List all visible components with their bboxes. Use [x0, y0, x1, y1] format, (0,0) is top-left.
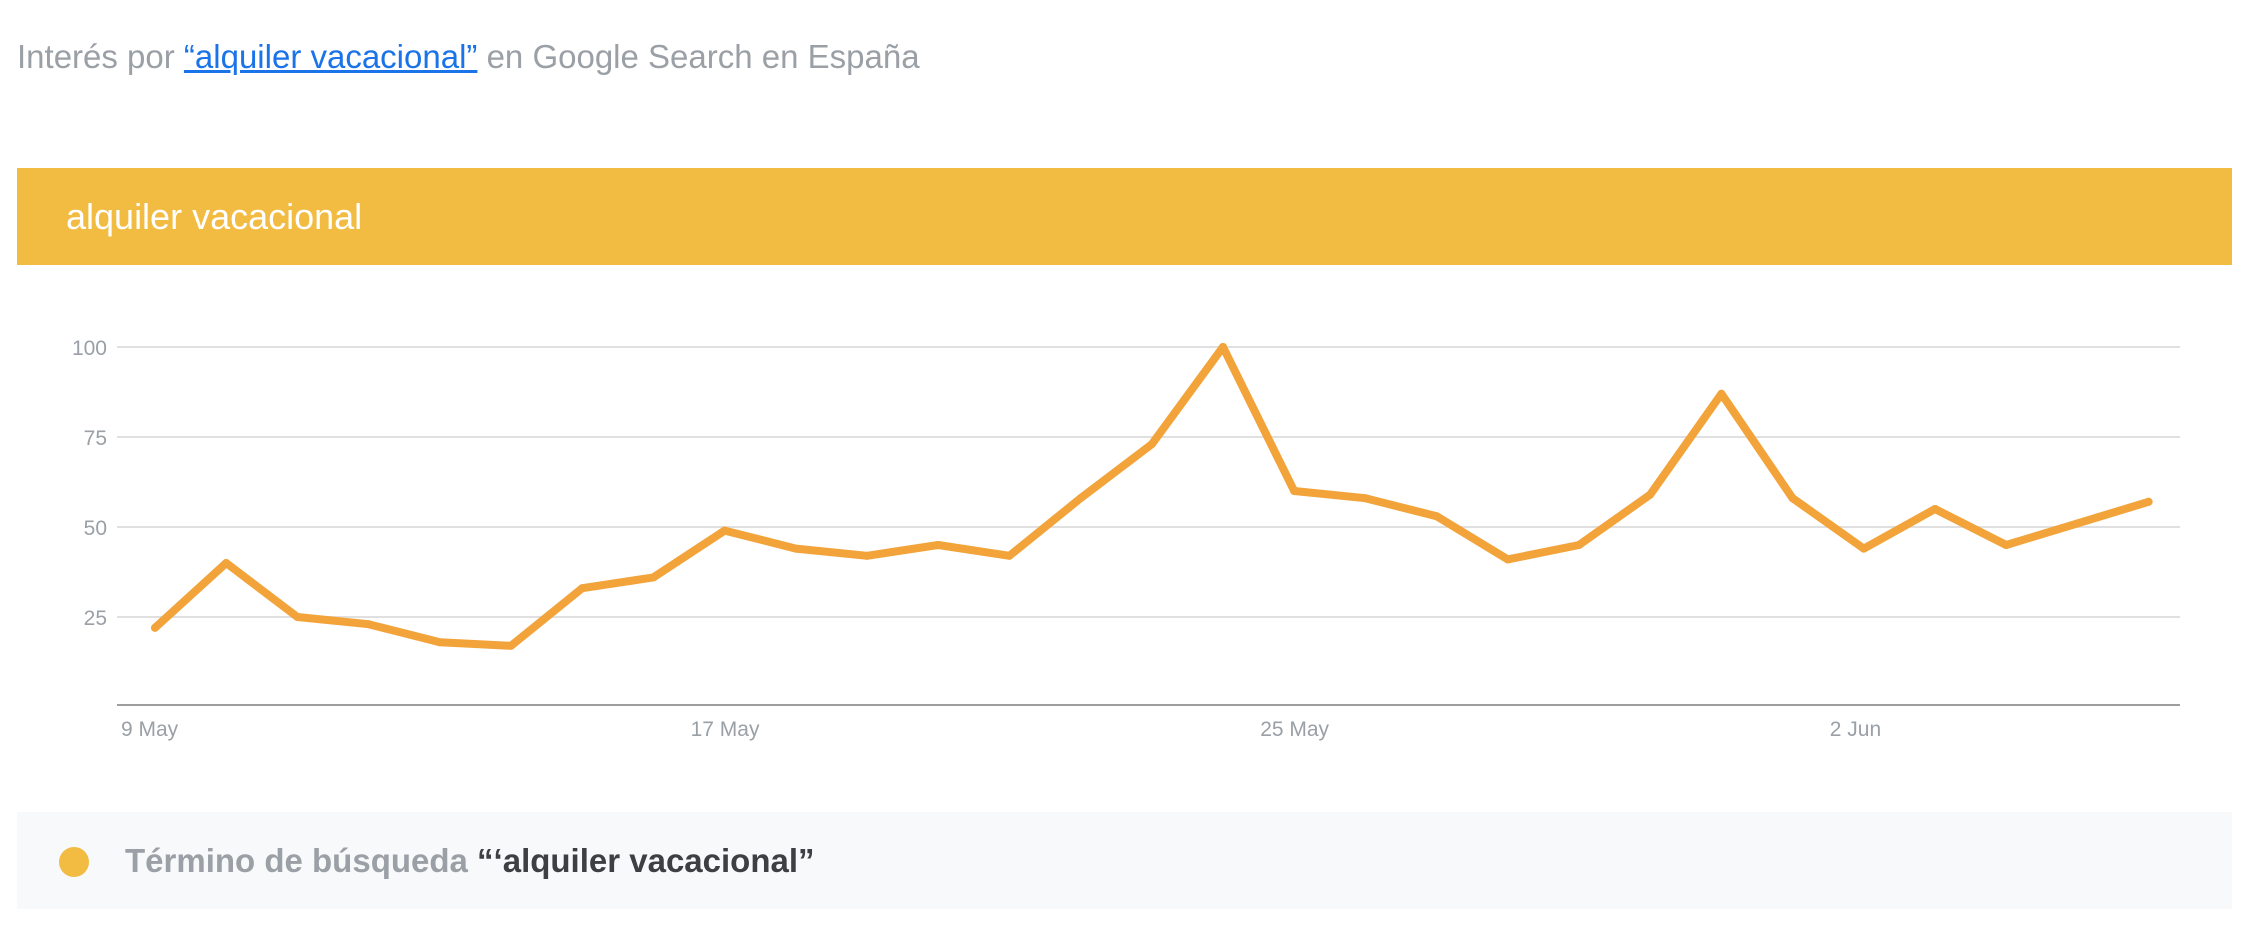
y-tick-label: 100	[72, 337, 107, 360]
legend-color-dot	[59, 847, 89, 877]
y-axis-ticks: 25 50 75 100	[72, 337, 107, 630]
data-point	[364, 620, 373, 629]
y-tick-label: 75	[84, 427, 107, 450]
data-point	[2073, 519, 2082, 528]
legend-prefix: Término de búsqueda	[125, 842, 478, 879]
data-point	[934, 541, 943, 549]
x-tick-label: 25 May	[1260, 718, 1329, 741]
data-point	[1147, 440, 1156, 449]
data-point	[1219, 343, 1227, 351]
data-point	[1788, 494, 1797, 503]
legend-label: Término de búsqueda “‘alquiler vacaciona…	[125, 842, 815, 880]
data-point	[1076, 494, 1085, 503]
search-term-link[interactable]: “alquiler vacacional”	[183, 38, 478, 75]
y-tick-label: 25	[84, 607, 107, 630]
data-point	[435, 638, 444, 647]
chart-header-title: alquiler vacacional	[66, 196, 363, 237]
y-tick-label: 50	[84, 517, 107, 540]
data-point	[293, 613, 302, 621]
data-point	[1931, 505, 1939, 513]
data-point	[507, 641, 515, 650]
line-chart: 25 50 75 100 9 May 17 May 25 May 2 Jun	[72, 337, 2180, 741]
data-point	[2144, 497, 2153, 506]
data-point	[1859, 544, 1868, 553]
data-point	[791, 544, 800, 553]
subtitle-suffix: en Google Search en España	[477, 38, 920, 75]
x-tick-label: 17 May	[691, 718, 760, 741]
data-point	[151, 623, 159, 632]
subtitle-prefix: Interés por	[17, 38, 184, 75]
legend-term: “‘alquiler vacacional”	[477, 842, 815, 879]
data-point	[863, 551, 871, 560]
data-point	[1290, 487, 1299, 495]
data-point	[1717, 389, 1726, 398]
data-point	[1361, 494, 1370, 503]
data-points	[151, 343, 2153, 650]
data-point	[578, 584, 587, 593]
chart-header-bar: alquiler vacacional	[17, 168, 2232, 265]
x-tick-label: 9 May	[121, 718, 179, 741]
data-point	[1005, 551, 1014, 560]
data-point	[1432, 512, 1441, 521]
data-point	[2002, 541, 2011, 549]
x-axis-ticks: 9 May 17 May 25 May 2 Jun	[121, 718, 1881, 741]
series-line	[151, 343, 2153, 650]
chart-subtitle: Interés por “alquiler vacacional” en Goo…	[17, 38, 920, 76]
data-point	[649, 573, 658, 582]
data-point	[1646, 490, 1655, 499]
grid-lines	[117, 346, 2180, 618]
legend-bar: Término de búsqueda “‘alquiler vacaciona…	[17, 812, 2232, 909]
x-tick-label: 2 Jun	[1830, 718, 1881, 741]
data-point	[1503, 555, 1512, 564]
data-point	[222, 559, 231, 567]
data-point	[720, 526, 729, 535]
data-point	[1575, 541, 1583, 549]
